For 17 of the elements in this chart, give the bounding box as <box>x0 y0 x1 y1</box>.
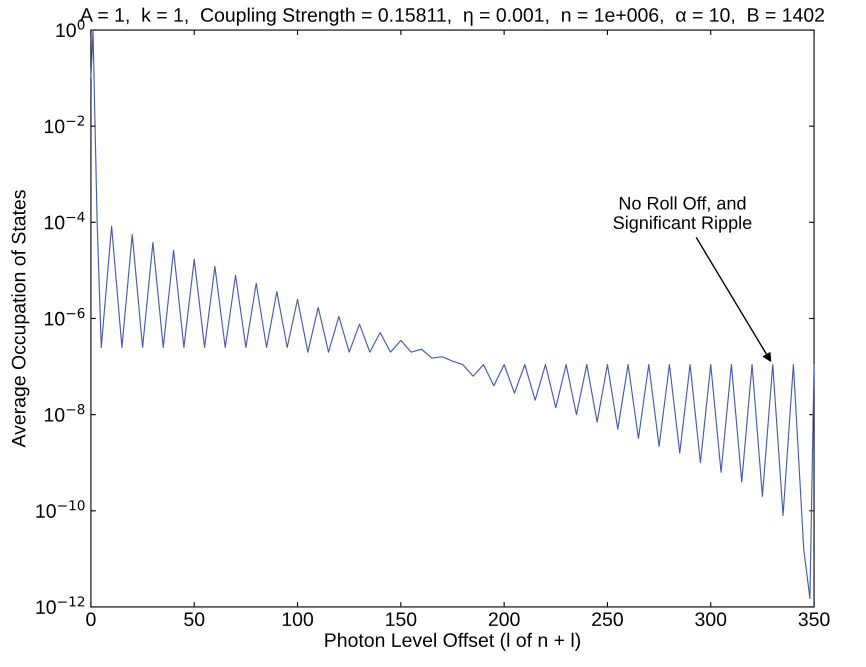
y-tick-label: 10$^{−4}$ <box>44 212 85 230</box>
y-axis-title: Average Occupation of States <box>11 190 30 448</box>
x-tick-label: 300 <box>695 612 726 626</box>
x-tick-label: 50 <box>184 612 204 626</box>
annotation: No Roll Off, and Significant Ripple <box>614 196 752 233</box>
x-axis-title: Photon Level Offset (l of n + l) <box>325 632 580 651</box>
y-tick-label: 10$^{−2}$ <box>44 116 84 134</box>
y-tick-label: 10$^{−6}$ <box>44 308 85 326</box>
x-tick-label: 150 <box>386 612 416 626</box>
x-tick-label: 200 <box>488 612 520 626</box>
x-tick-label: 250 <box>592 612 623 626</box>
x-tick-label: 350 <box>798 612 830 626</box>
y-tick-label: 10$^{−12}$ <box>36 596 84 614</box>
x-tick-label: 0 <box>86 612 96 626</box>
y-tick-label: 10$^{−10}$ <box>36 500 85 518</box>
x-tick-label: 100 <box>282 612 313 626</box>
y-tick-label: 10$^{−8}$ <box>44 404 84 422</box>
